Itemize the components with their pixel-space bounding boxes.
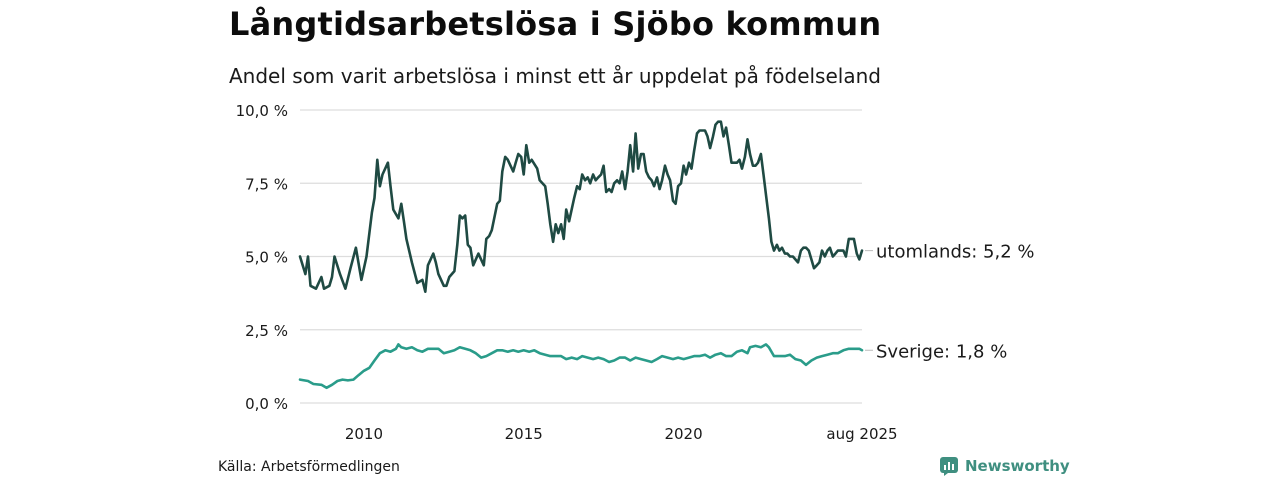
series-lines bbox=[298, 120, 864, 390]
newsworthy-chart-icon bbox=[939, 456, 959, 476]
series-line-sverige bbox=[298, 343, 864, 390]
brand-name: Newsworthy bbox=[965, 457, 1070, 475]
y-tick-label: 10,0 % bbox=[236, 102, 288, 120]
brand-logo[interactable]: Newsworthy bbox=[939, 456, 1070, 476]
y-tick-label: 7,5 % bbox=[245, 175, 288, 193]
y-axis-tick-labels: 0,0 % 2,5 % 5,0 % 7,5 % 10,0 % bbox=[236, 102, 288, 413]
x-tick-label: 2015 bbox=[505, 425, 543, 443]
series-end-labels: utomlands: 5,2 % Sverige: 1,8 % bbox=[865, 242, 1035, 362]
x-tick-label: 2020 bbox=[664, 425, 702, 443]
y-tick-label: 0,0 % bbox=[245, 395, 288, 413]
chart-subtitle: Andel som varit arbetslösa i minst ett å… bbox=[229, 64, 881, 88]
y-tick-label: 2,5 % bbox=[245, 322, 288, 340]
series-line-utomlands bbox=[298, 120, 864, 293]
x-tick-label: aug 2025 bbox=[826, 425, 897, 443]
end-label-utomlands: utomlands: 5,2 % bbox=[876, 242, 1035, 263]
gridlines bbox=[300, 109, 862, 404]
source-note: Källa: Arbetsförmedlingen bbox=[218, 459, 400, 475]
end-label-sverige: Sverige: 1,8 % bbox=[876, 341, 1007, 362]
x-tick-label: 2010 bbox=[345, 425, 383, 443]
y-tick-label: 5,0 % bbox=[245, 249, 288, 267]
x-axis-tick-labels: 2010 2015 2020 aug 2025 bbox=[345, 425, 898, 443]
chart-title: Långtidsarbetslösa i Sjöbo kommun bbox=[229, 5, 882, 43]
